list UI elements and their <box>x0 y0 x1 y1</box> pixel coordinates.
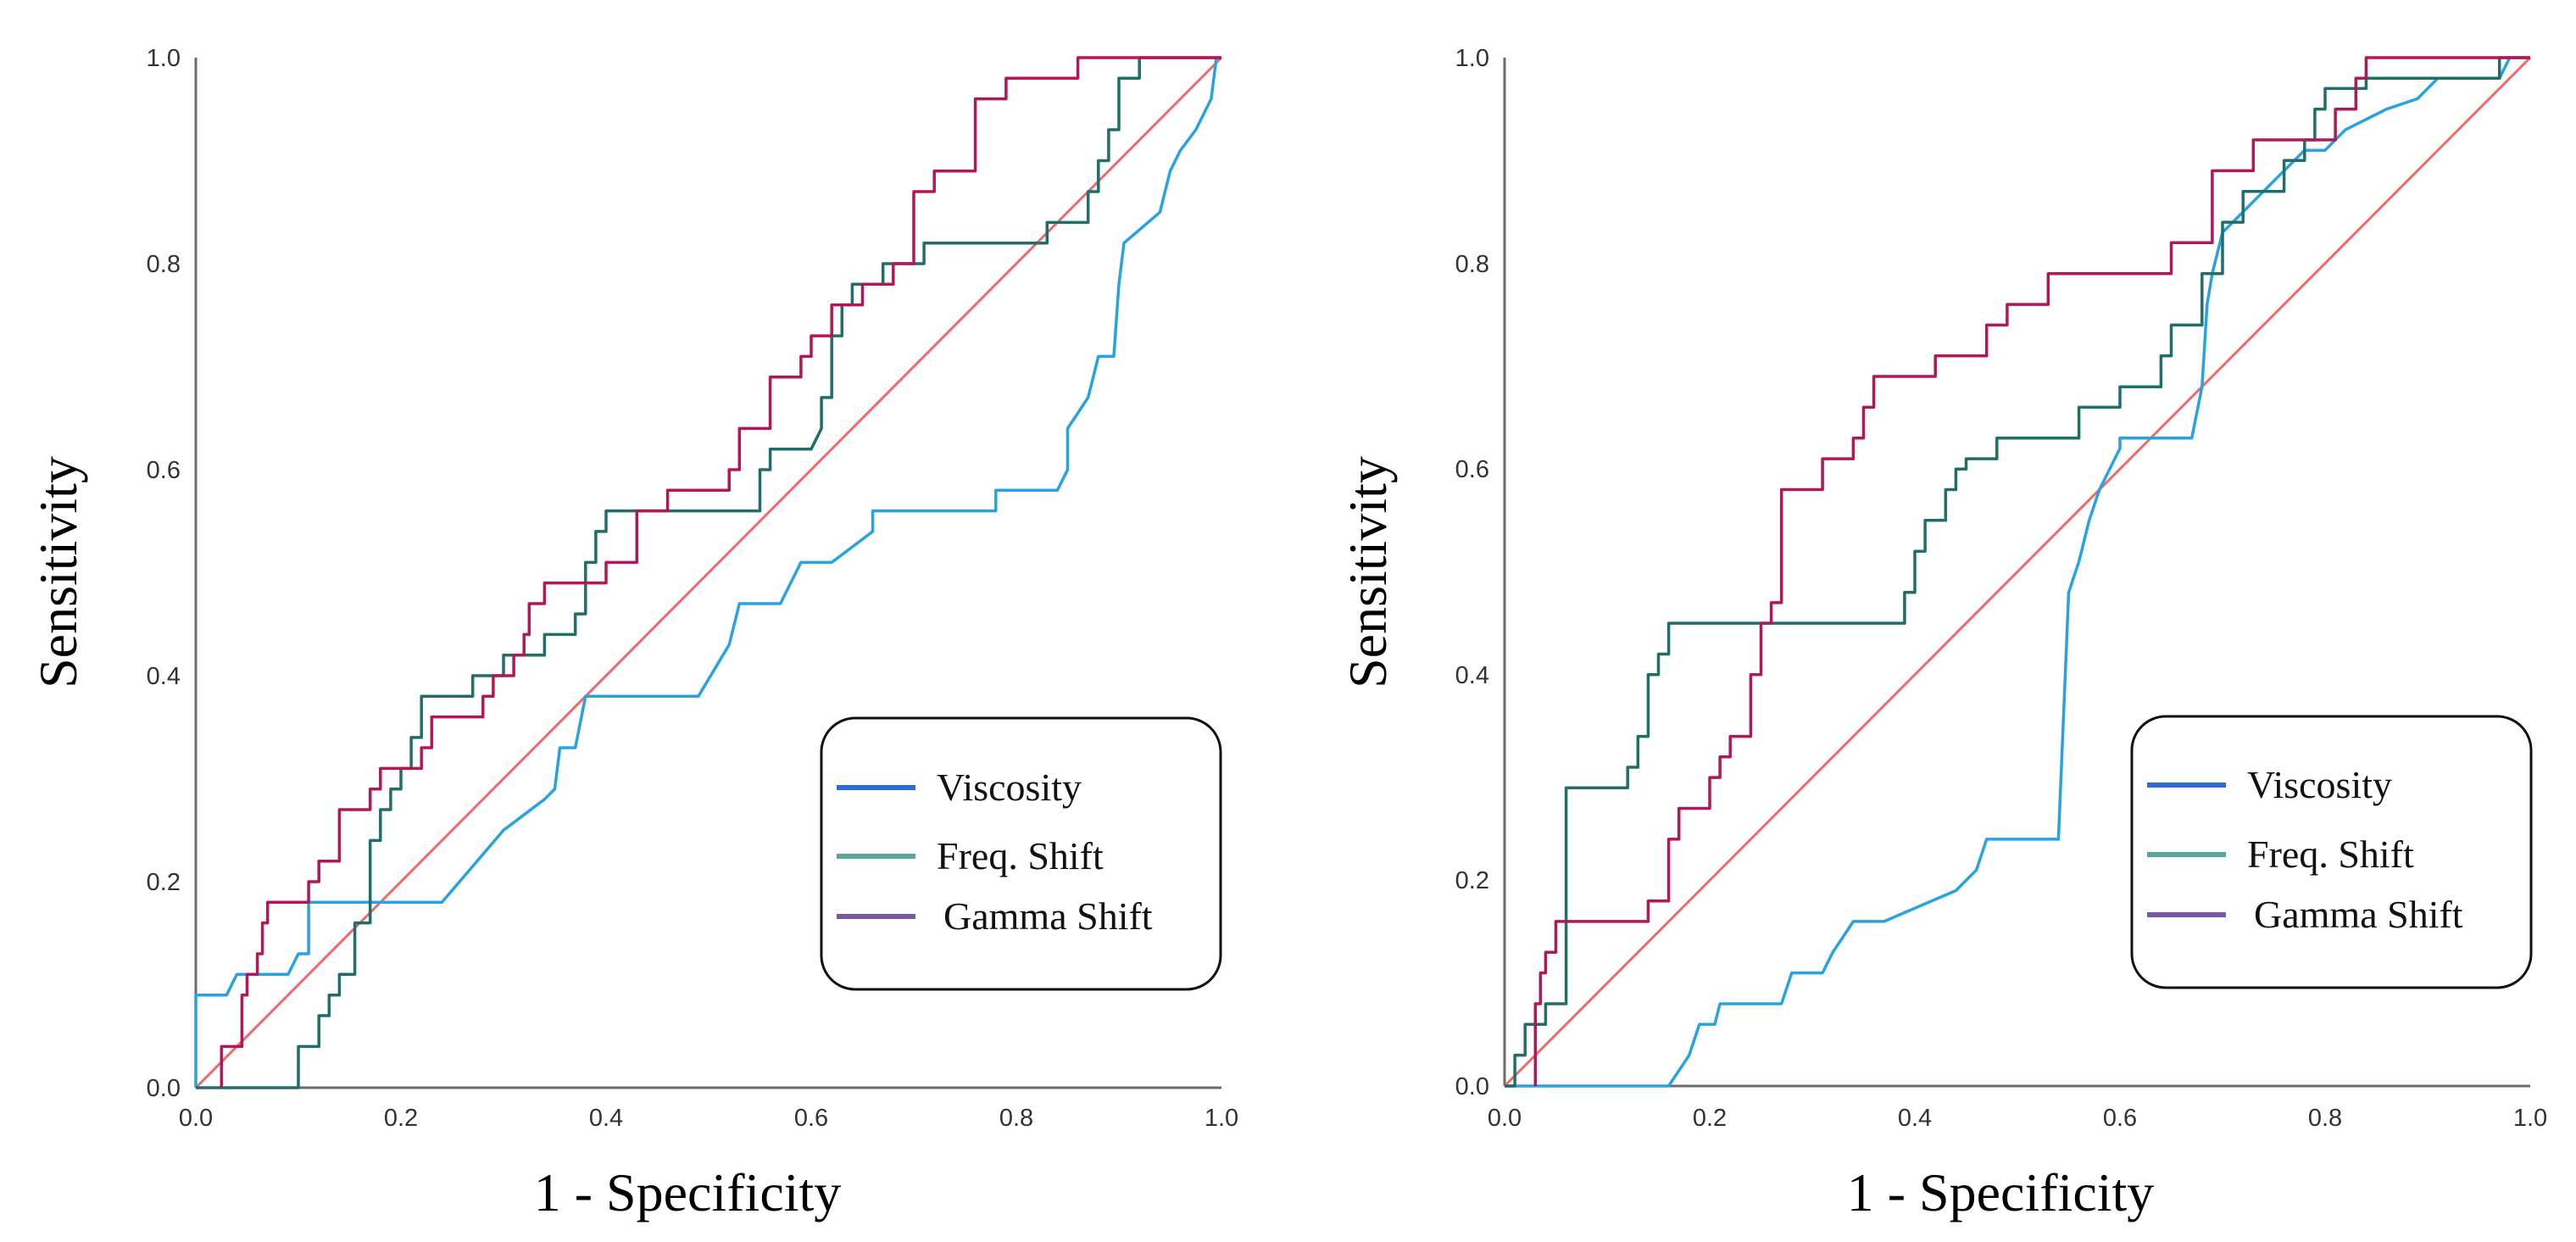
x-tick-label: 0.2 <box>1693 1105 1727 1132</box>
x-axis-title: 1 - Specificity <box>1847 1162 2155 1223</box>
x-tick-label: 0.6 <box>794 1105 828 1132</box>
y-tick-labels: 0.0 0.2 0.4 0.6 0.8 1.0 <box>1455 45 1489 1100</box>
legend-label-viscosity: Viscosity <box>2247 763 2392 806</box>
x-tick-label: 0.8 <box>2308 1105 2342 1132</box>
y-tick-label: 0.6 <box>147 457 181 484</box>
y-tick-labels: 0.0 0.2 0.4 0.6 0.8 1.0 <box>147 45 181 1102</box>
series-line-gamma-shift <box>220 56 1221 1088</box>
series-line-gamma-shift <box>1533 56 2530 1086</box>
roc-panel-right: 0.0 0.2 0.4 0.6 0.8 1.0 0.0 0.2 0.4 0.6 … <box>1338 45 2547 1223</box>
x-tick-label: 0.4 <box>1898 1105 1932 1132</box>
x-tick-labels: 0.0 0.2 0.4 0.6 0.8 1.0 <box>1488 1105 2547 1132</box>
x-tick-label: 1.0 <box>2513 1105 2547 1132</box>
y-tick-label: 0.0 <box>1455 1073 1489 1100</box>
y-tick-label: 1.0 <box>147 45 181 72</box>
legend-box <box>820 716 1222 991</box>
x-axis-title: 1 - Specificity <box>534 1162 842 1223</box>
x-tick-label: 0.0 <box>1488 1105 1522 1132</box>
legend-box <box>2130 715 2533 989</box>
legend-label-viscosity: Viscosity <box>937 766 1082 809</box>
series-line-freq-shift <box>1505 56 2530 1088</box>
legend-label-gamma-shift: Gamma Shift <box>2254 893 2463 936</box>
x-tick-label: 0.6 <box>2103 1105 2137 1132</box>
x-tick-label: 1.0 <box>1205 1105 1238 1132</box>
legend: Viscosity Freq. Shift Gamma Shift <box>820 716 1222 991</box>
series-layer <box>194 56 1223 1089</box>
y-tick-label: 0.4 <box>1455 662 1489 689</box>
y-tick-label: 0.4 <box>147 663 181 690</box>
series-line-viscosity <box>1505 56 2530 1088</box>
y-axis-title: Sensitivity <box>1338 456 1398 688</box>
x-tick-label: 0.8 <box>999 1105 1033 1132</box>
y-tick-label: 0.8 <box>147 251 181 278</box>
reference-diagonal-line <box>194 56 1223 1089</box>
legend-label-freq-shift: Freq. Shift <box>937 834 1104 877</box>
series-layer <box>1503 56 2532 1088</box>
legend-label-freq-shift: Freq. Shift <box>2247 833 2414 876</box>
x-tick-label: 0.4 <box>589 1105 623 1132</box>
series-line-freq-shift <box>196 56 1221 1089</box>
y-tick-label: 0.0 <box>147 1075 181 1102</box>
legend-label-gamma-shift: Gamma Shift <box>943 894 1153 938</box>
x-tick-labels: 0.0 0.2 0.4 0.6 0.8 1.0 <box>179 1105 1238 1132</box>
y-axis-title: Sensitivity <box>28 456 88 688</box>
y-tick-label: 0.8 <box>1455 251 1489 278</box>
x-tick-label: 0.2 <box>384 1105 418 1132</box>
y-tick-label: 0.6 <box>1455 456 1489 483</box>
x-tick-label: 0.0 <box>179 1105 213 1132</box>
roc-panel-left: 0.0 0.2 0.4 0.6 0.8 1.0 0.0 0.2 0.4 0.6 … <box>28 45 1238 1223</box>
legend: Viscosity Freq. Shift Gamma Shift <box>2130 715 2533 989</box>
series-line-viscosity <box>194 57 1218 1088</box>
y-tick-label: 0.2 <box>1455 867 1489 894</box>
y-tick-label: 0.2 <box>147 869 181 896</box>
y-tick-label: 1.0 <box>1455 45 1489 72</box>
reference-diagonal-line <box>1503 56 2532 1088</box>
